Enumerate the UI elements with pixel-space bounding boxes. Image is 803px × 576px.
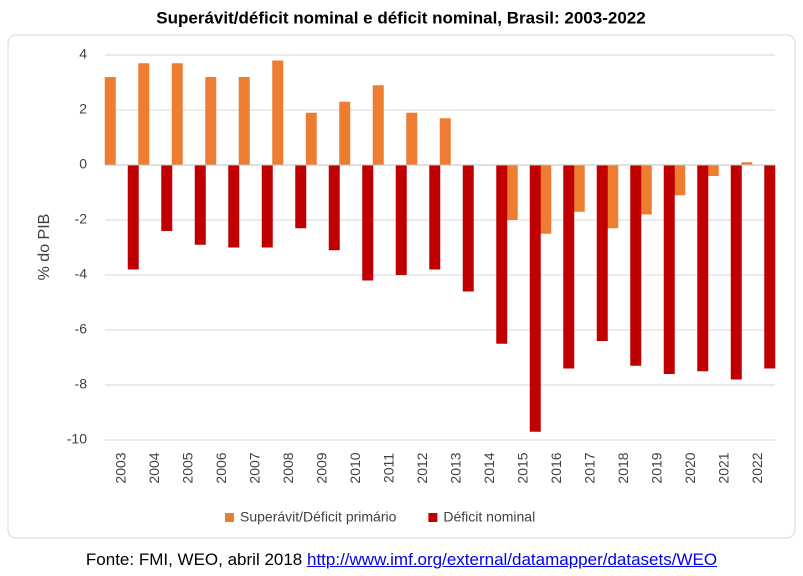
bar bbox=[171, 63, 183, 165]
x-tick-label: 2009 bbox=[313, 452, 329, 483]
x-tick-label: 2019 bbox=[648, 452, 664, 483]
x-tick-label: 2017 bbox=[581, 452, 597, 483]
bar bbox=[305, 112, 317, 165]
bar bbox=[697, 165, 709, 372]
bar bbox=[506, 165, 518, 220]
bar bbox=[640, 165, 652, 215]
bar bbox=[261, 165, 273, 248]
bar bbox=[328, 165, 340, 251]
x-tick-label: 2021 bbox=[715, 452, 731, 483]
x-tick-label: 2011 bbox=[380, 453, 396, 483]
bar bbox=[295, 165, 307, 229]
y-tick-label: -4 bbox=[75, 266, 88, 282]
bar bbox=[372, 85, 384, 165]
bar bbox=[607, 165, 619, 229]
legend-swatch bbox=[225, 513, 234, 522]
y-tick-label: -2 bbox=[75, 211, 88, 227]
bar bbox=[194, 165, 206, 245]
bar bbox=[707, 165, 719, 176]
bar bbox=[406, 112, 418, 165]
y-axis-label: % do PIB bbox=[36, 214, 53, 281]
x-tick-label: 2016 bbox=[548, 452, 564, 483]
bar bbox=[674, 165, 686, 196]
y-tick-label: 2 bbox=[79, 101, 87, 117]
y-tick-label: 0 bbox=[79, 156, 87, 172]
bar bbox=[161, 165, 173, 231]
x-tick-label: 2006 bbox=[213, 452, 229, 483]
bar bbox=[104, 77, 116, 165]
bar bbox=[429, 165, 441, 270]
bar bbox=[630, 165, 642, 366]
y-tick-label: -6 bbox=[75, 321, 88, 337]
bar bbox=[573, 165, 585, 212]
bar bbox=[205, 77, 217, 165]
y-tick-label: -8 bbox=[75, 376, 88, 392]
bar bbox=[563, 165, 575, 369]
legend-label: Superávit/Déficit primário bbox=[240, 509, 397, 525]
bar bbox=[462, 165, 474, 292]
bar bbox=[395, 165, 407, 275]
bar bbox=[596, 165, 608, 341]
footer: Fonte: FMI, WEO, abril 2018 http://www.i… bbox=[0, 550, 803, 570]
x-tick-label: 2005 bbox=[179, 452, 195, 483]
bar bbox=[228, 165, 240, 248]
chart: Superávit/déficit nominal e déficit nomi… bbox=[7, 8, 796, 539]
x-tick-label: 2018 bbox=[615, 452, 631, 483]
bar bbox=[496, 165, 508, 344]
x-tick-label: 2007 bbox=[246, 452, 262, 483]
x-tick-label: 2004 bbox=[146, 452, 162, 483]
chart-frame bbox=[7, 34, 796, 539]
bar bbox=[339, 101, 351, 165]
bar bbox=[127, 165, 139, 270]
x-tick-label: 2012 bbox=[414, 452, 430, 483]
x-tick-label: 2008 bbox=[280, 452, 296, 483]
x-tick-label: 2020 bbox=[682, 452, 698, 483]
legend-swatch bbox=[428, 513, 438, 522]
chart-title: Superávit/déficit nominal e déficit nomi… bbox=[156, 8, 645, 27]
bar bbox=[730, 165, 742, 380]
bar bbox=[138, 63, 150, 165]
y-tick-label: -10 bbox=[67, 431, 87, 447]
bar bbox=[540, 165, 552, 234]
bar bbox=[238, 77, 250, 165]
bar bbox=[272, 60, 284, 165]
bar bbox=[741, 162, 753, 165]
x-tick-label: 2010 bbox=[347, 452, 363, 483]
x-tick-label: 2015 bbox=[514, 452, 530, 483]
source: Fonte: FMI, WEO, abril 2018 bbox=[85, 550, 303, 569]
bar bbox=[362, 165, 374, 281]
legend-label: Déficit nominal bbox=[443, 509, 535, 525]
bar bbox=[764, 165, 776, 369]
x-tick-label: 2013 bbox=[447, 452, 463, 483]
x-tick-label: 2003 bbox=[112, 452, 128, 483]
bar bbox=[529, 165, 541, 432]
x-tick-label: 2022 bbox=[749, 452, 765, 483]
x-tick-label: 2014 bbox=[481, 452, 497, 483]
y-tick-label: 4 bbox=[79, 46, 87, 62]
bar bbox=[663, 165, 675, 374]
source-link[interactable]: http://www.imf.org/external/datamapper/d… bbox=[307, 550, 718, 569]
bar bbox=[439, 118, 451, 165]
